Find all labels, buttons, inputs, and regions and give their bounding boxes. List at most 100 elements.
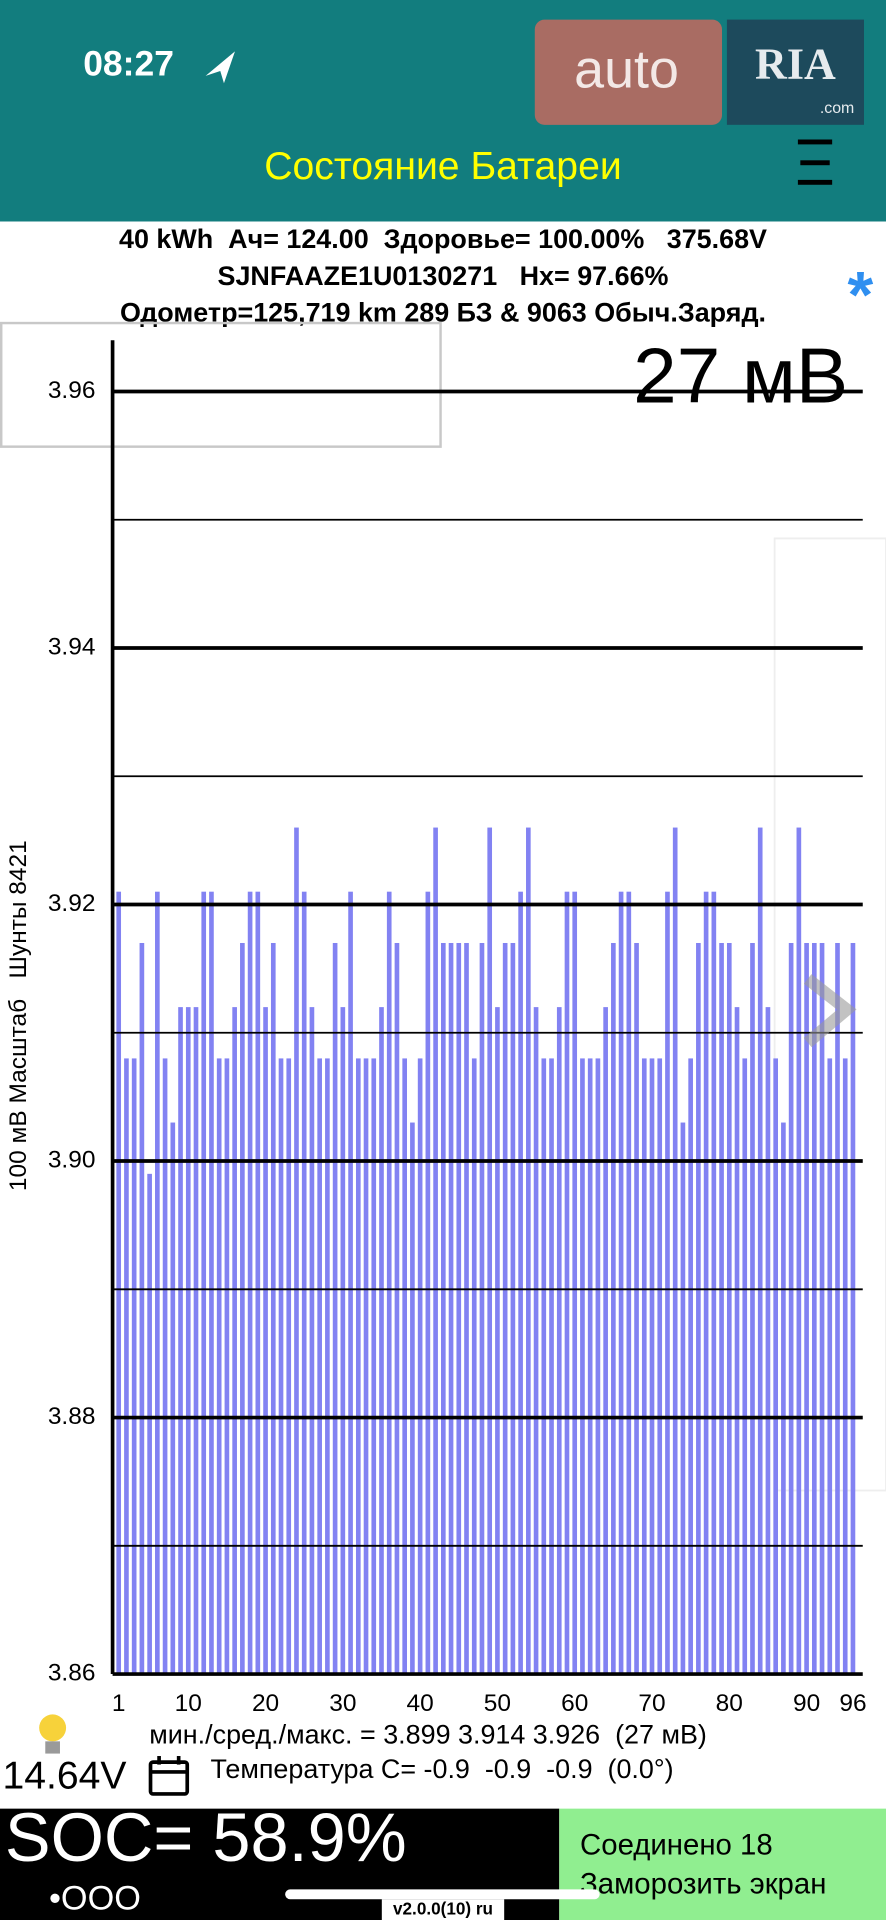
info-line: SJNFAAZE1U0130271 Hx= 97.66%: [218, 261, 669, 291]
bar: [386, 891, 392, 1675]
bar: [611, 942, 616, 1675]
x-tick-label: 70: [638, 1690, 665, 1717]
bar: [672, 827, 678, 1675]
bar: [688, 1058, 693, 1675]
bar: [278, 1058, 284, 1675]
connection-status: Соединено 18: [580, 1828, 773, 1861]
chart: 3.86 3.88 3.90 3.92 3.94 3.96 1 10 20 30 40 50 60 70 8…: [48, 340, 867, 1717]
chart-annotation: 27 мВ: [633, 331, 848, 419]
bar: [765, 1007, 771, 1675]
bar: [178, 1007, 183, 1675]
bar: [185, 1007, 191, 1675]
bar: [850, 942, 856, 1675]
bar: [247, 891, 253, 1675]
watermark-brand: auto: [574, 40, 679, 100]
bar: [456, 942, 462, 1675]
status-time: 08:27: [83, 43, 174, 83]
bar: [124, 1058, 129, 1675]
stats-line: мин./сред./макс. = 3.899 3.914 3.926 (27…: [149, 1720, 707, 1750]
bar: [572, 891, 578, 1675]
bar: [355, 1058, 361, 1675]
soc: SOC= 58.9%: [5, 1799, 407, 1876]
home-indicator: [285, 1889, 600, 1900]
bar: [564, 891, 570, 1675]
bar: [425, 891, 431, 1675]
y-tick-label: 3.90: [48, 1146, 96, 1173]
bar: [363, 1058, 369, 1675]
freeze-button[interactable]: Заморозить экран: [580, 1867, 826, 1900]
watermark-domain: .com: [820, 100, 854, 117]
bar: [842, 1058, 848, 1675]
bar: [541, 1058, 547, 1675]
bar: [433, 827, 438, 1675]
location-icon: [205, 51, 235, 84]
bar: [417, 1058, 423, 1675]
bar: [719, 942, 724, 1675]
bar: [394, 942, 400, 1675]
bar: [796, 827, 802, 1675]
watermark-logo-box: [726, 19, 864, 125]
bar: [286, 1058, 292, 1675]
bar: [139, 942, 145, 1675]
menu-icon[interactable]: [797, 139, 833, 185]
calendar-icon[interactable]: [148, 1756, 190, 1796]
bar: [518, 891, 523, 1675]
bar: [340, 1007, 346, 1675]
x-tick-label: 90: [793, 1690, 820, 1717]
bar: [410, 1122, 415, 1675]
y-tick-label: 3.96: [48, 377, 96, 404]
bar: [665, 891, 670, 1675]
bar: [379, 1007, 384, 1675]
connection-panel[interactable]: [559, 1808, 886, 1920]
x-tick-label: 10: [175, 1690, 202, 1717]
version-bg: [381, 1899, 505, 1920]
bar: [193, 1007, 199, 1675]
settings-asterisk[interactable]: *: [847, 258, 873, 332]
bar: [587, 1058, 593, 1675]
header-title: Состояние Батареи: [264, 145, 621, 188]
aux-voltage: 14.64V: [2, 1754, 126, 1797]
bar: [263, 1007, 268, 1675]
bar: [634, 942, 639, 1675]
y-tick-label: 3.94: [48, 633, 96, 660]
watermark-logo: RIA: [755, 40, 836, 89]
bar: [209, 891, 214, 1675]
x-tick-label: 1: [112, 1690, 126, 1717]
bar: [595, 1058, 601, 1675]
bar: [155, 891, 160, 1675]
bar: [734, 1007, 740, 1675]
y-tick-label: 3.92: [48, 890, 96, 917]
x-tick-label: 40: [407, 1690, 434, 1717]
bar: [317, 1058, 322, 1675]
x-tick-label: 60: [561, 1690, 588, 1717]
overlay-box: [0, 321, 442, 448]
watermark-brand-box: [534, 19, 723, 125]
bulb-icon: [39, 1714, 67, 1754]
bar: [788, 942, 794, 1675]
bar: [750, 942, 755, 1675]
next-chevron[interactable]: [803, 974, 857, 1048]
bar: [170, 1122, 176, 1675]
bar: [811, 942, 817, 1675]
bar: [626, 891, 632, 1675]
bar: [510, 942, 516, 1675]
bar: [201, 891, 207, 1675]
bar: [471, 1058, 477, 1675]
bar: [819, 942, 825, 1675]
bar: [147, 1173, 152, 1675]
bar: [448, 942, 454, 1675]
bar: [657, 1058, 663, 1675]
bar: [711, 891, 717, 1675]
bar: [757, 827, 763, 1675]
x-tick-label: 30: [329, 1690, 356, 1717]
bar: [773, 1058, 778, 1675]
bar: [495, 1007, 500, 1675]
bar: [680, 1122, 686, 1675]
bar: [301, 891, 307, 1675]
bar: [641, 1058, 647, 1675]
bar: [703, 891, 709, 1675]
signal: •OOO: [49, 1879, 141, 1917]
bar: [835, 942, 840, 1675]
